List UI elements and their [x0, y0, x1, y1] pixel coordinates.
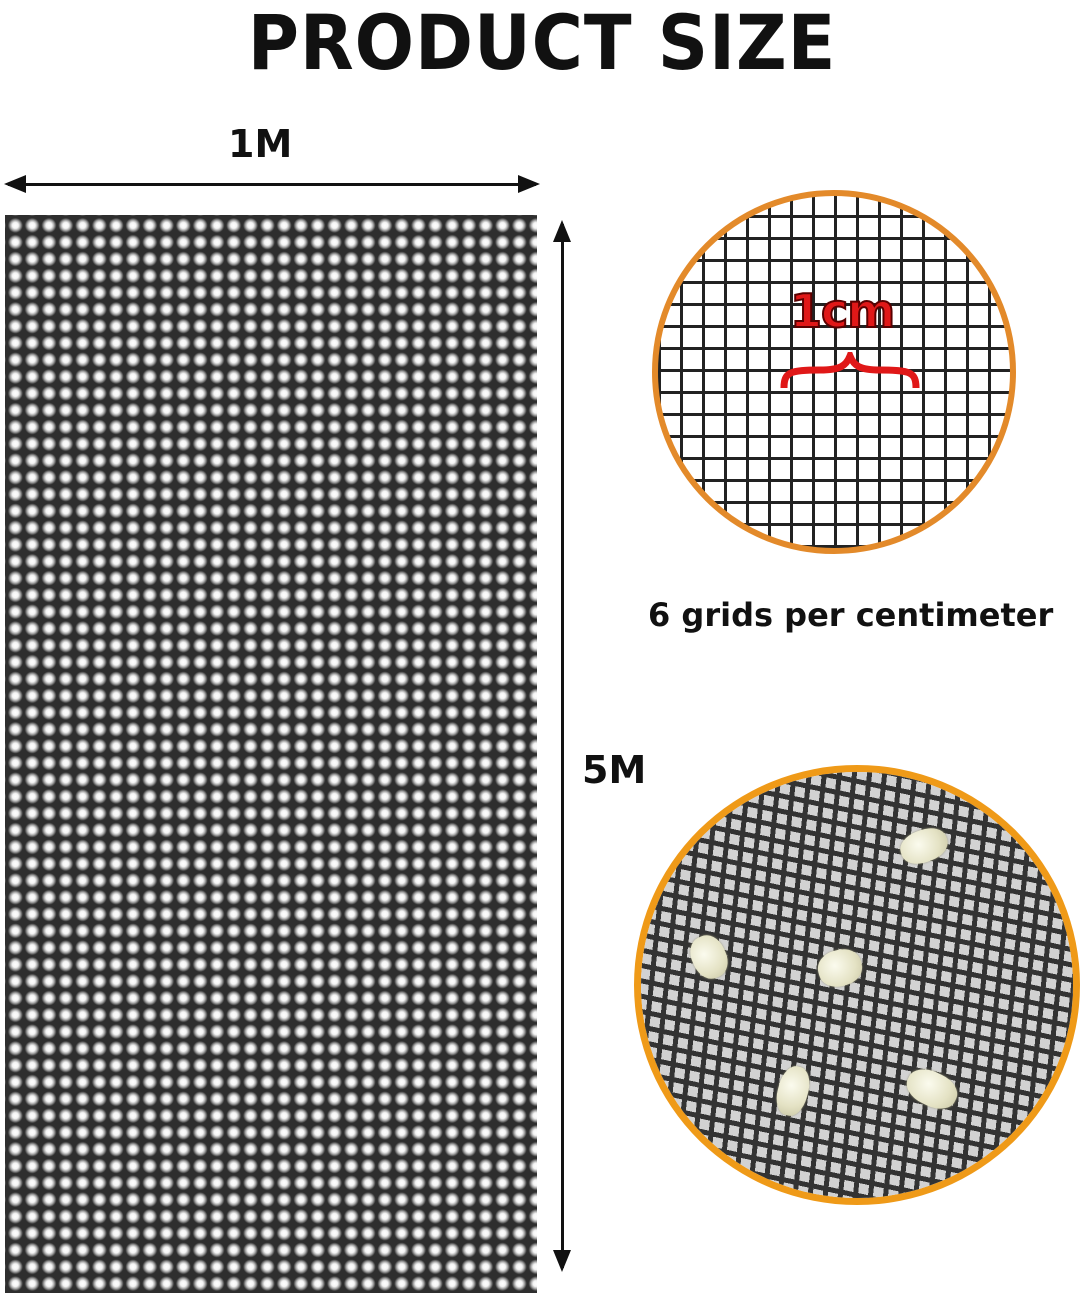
mesh-screen-panel	[5, 215, 537, 1293]
grid-density-caption: 6 grids per centimeter	[648, 596, 1054, 634]
width-arrow	[4, 175, 540, 193]
width-label: 1M	[228, 122, 293, 166]
height-arrow	[553, 220, 571, 1272]
mesh-rice-closeup-circle	[634, 765, 1080, 1205]
page-title: PRODUCT SIZE	[247, 0, 837, 87]
curly-brace-icon	[780, 352, 920, 389]
diagonal-mesh	[641, 772, 1073, 1198]
measure-label: 1cm	[789, 283, 896, 339]
height-label: 5M	[582, 748, 647, 792]
